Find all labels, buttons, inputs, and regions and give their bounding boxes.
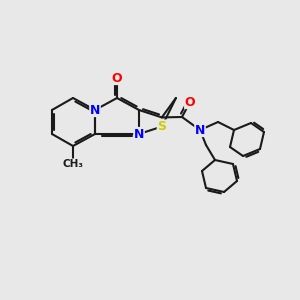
Text: O: O bbox=[185, 95, 195, 109]
Text: N: N bbox=[90, 103, 100, 116]
Text: O: O bbox=[112, 71, 122, 85]
Text: S: S bbox=[157, 120, 166, 133]
Text: N: N bbox=[134, 128, 144, 140]
Text: CH₃: CH₃ bbox=[62, 159, 83, 169]
Text: N: N bbox=[195, 124, 205, 136]
